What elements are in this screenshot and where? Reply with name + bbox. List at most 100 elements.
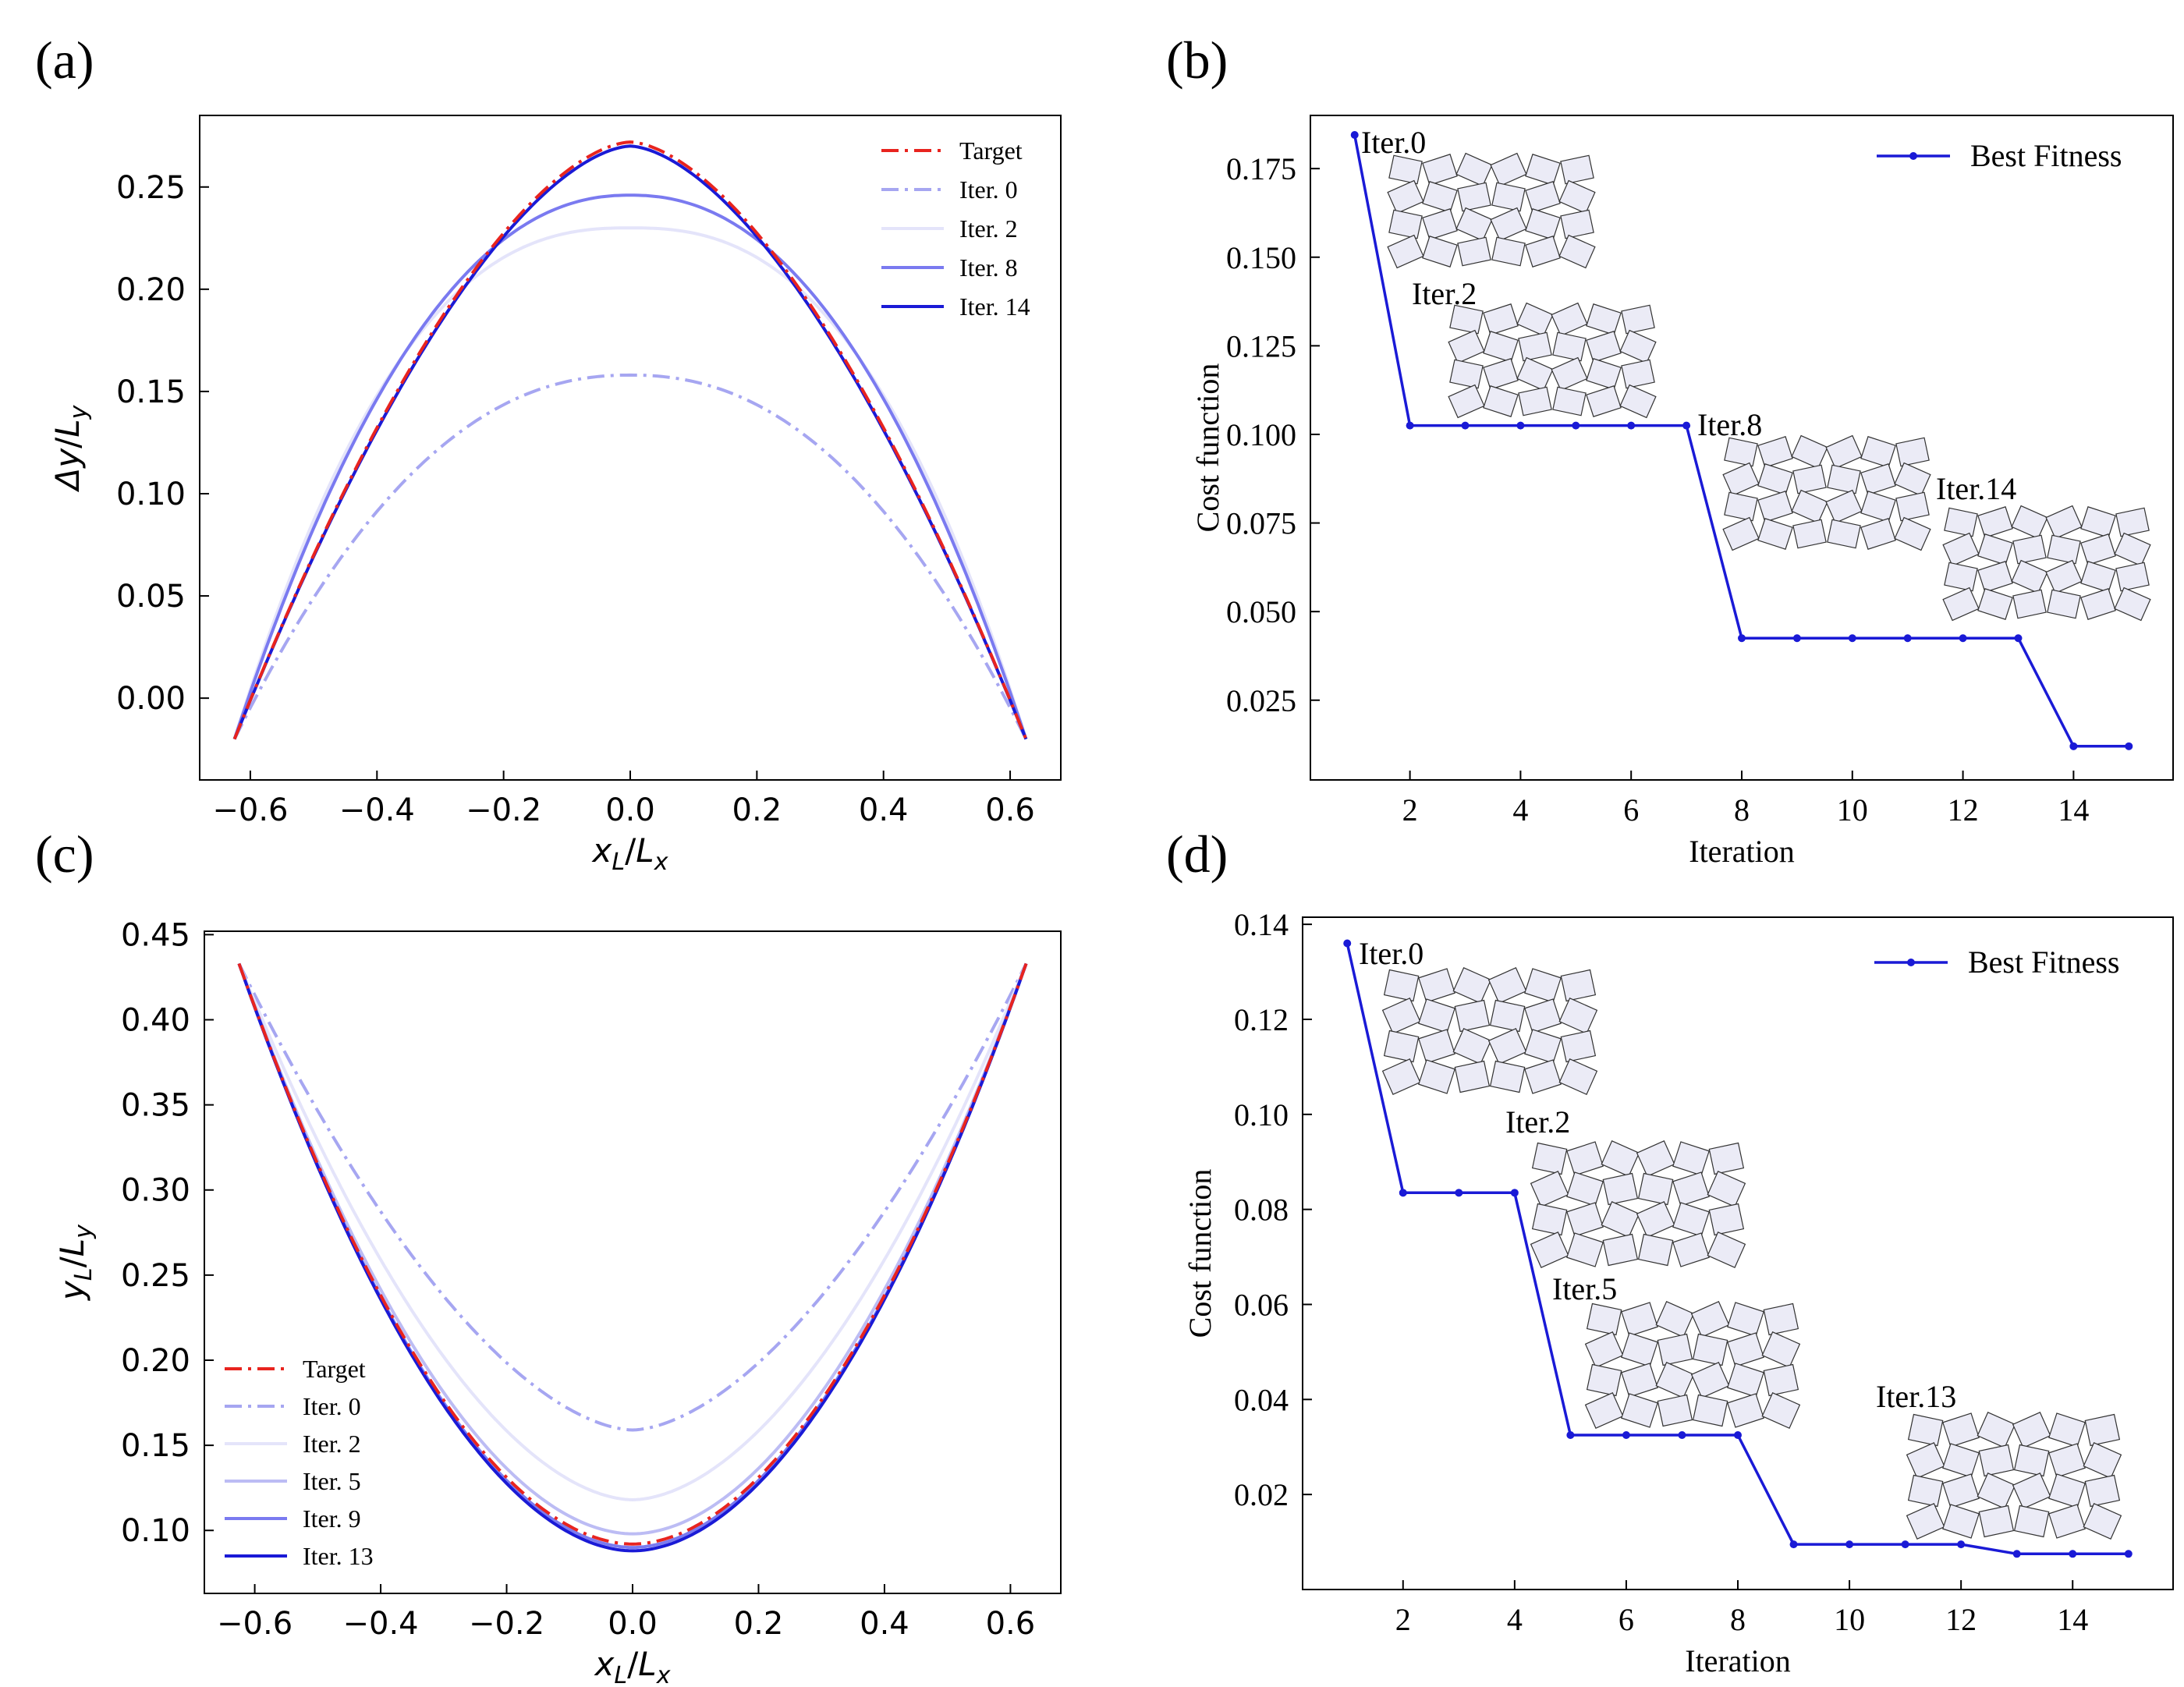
x-tick-label-d: 2 xyxy=(1395,1602,1411,1637)
y-axis-label-b: Cost function xyxy=(1190,363,1225,533)
tile xyxy=(1906,1502,1945,1540)
tile xyxy=(1558,234,1596,269)
plot-area-a xyxy=(232,140,1028,740)
tile xyxy=(1602,1233,1639,1267)
tile xyxy=(1491,182,1526,212)
x-tick-label-a: 0.4 xyxy=(859,792,909,828)
y-tick-label-c: 0.15 xyxy=(121,1428,190,1464)
tile xyxy=(1757,518,1793,550)
series-line-target xyxy=(237,962,1028,1546)
tile xyxy=(1516,302,1554,337)
tile xyxy=(1418,968,1455,1003)
tile xyxy=(1692,1333,1728,1366)
y-tick-label-d: 0.06 xyxy=(1234,1287,1289,1322)
annotation-label: Iter.8 xyxy=(1697,407,1762,442)
chart-a: −0.6 −0.4 −0.2 0.0 0.2 0.4 0.6 0.00 0.05 0.10 0.15… xyxy=(48,115,1062,876)
y-tick-label-a: 0.00 xyxy=(116,681,186,717)
legend-label: Iter. 2 xyxy=(303,1430,361,1458)
tile xyxy=(1977,533,2013,565)
tile xyxy=(1978,1504,2015,1538)
tile xyxy=(1942,1473,1980,1508)
tile xyxy=(1977,506,2013,538)
tile xyxy=(1619,329,1657,364)
tile xyxy=(1690,1300,1730,1338)
tile xyxy=(1601,1200,1640,1239)
tile xyxy=(1489,1060,1526,1093)
series-line-target xyxy=(232,140,1028,740)
tile xyxy=(1566,1232,1604,1267)
tile xyxy=(1525,154,1561,186)
tile xyxy=(1977,1411,2016,1449)
tile xyxy=(1422,154,1458,186)
tile xyxy=(1657,1394,1693,1427)
tile xyxy=(1418,998,1455,1033)
data-point xyxy=(1516,421,1525,430)
tile xyxy=(1449,304,1484,335)
tile xyxy=(1761,1391,1801,1430)
legend-label: Iter. 8 xyxy=(959,253,1018,282)
x-tick-label-c: −0.6 xyxy=(217,1606,292,1642)
tile xyxy=(1586,1302,1622,1336)
data-point xyxy=(1734,1431,1742,1440)
tile xyxy=(2048,1443,2086,1478)
tile xyxy=(1672,1171,1710,1207)
tile xyxy=(1763,1363,1799,1397)
tile xyxy=(1942,1443,1980,1478)
legend-marker xyxy=(1909,152,1917,160)
x-axis-label-c: xL​/Lx​ xyxy=(594,1645,671,1687)
y-tick-label-a: 0.10 xyxy=(116,477,186,512)
data-point xyxy=(1792,634,1801,643)
legend-label: Target xyxy=(959,136,1023,165)
tile xyxy=(1827,464,1861,494)
tiling-thumbnail xyxy=(1530,1139,1746,1269)
tile xyxy=(1621,304,1655,335)
y-tick-label-c: 0.45 xyxy=(121,917,190,953)
tile xyxy=(1672,1202,1710,1237)
tile xyxy=(1452,1027,1492,1065)
tile xyxy=(1455,207,1493,242)
tile xyxy=(2013,1444,2050,1477)
tile xyxy=(2045,505,2083,540)
tile xyxy=(1942,1412,1980,1448)
legend-label: Iter. 13 xyxy=(303,1542,374,1570)
tile xyxy=(1825,489,1863,524)
legend-label: Iter. 0 xyxy=(959,175,1018,204)
tile xyxy=(1387,179,1424,214)
tile xyxy=(1601,1139,1640,1178)
data-point xyxy=(2125,742,2133,750)
tile xyxy=(1551,356,1588,392)
tile xyxy=(2011,505,2048,540)
tile xyxy=(1637,1233,1674,1267)
annotation-label: Iter.2 xyxy=(1505,1104,1570,1139)
tile xyxy=(1944,562,1978,592)
tile xyxy=(1942,1504,1980,1539)
panel-label-a: (a) xyxy=(35,30,94,90)
tiling-thumbnail xyxy=(1381,966,1598,1096)
x-axis-label-b: Iteration xyxy=(1689,834,1795,869)
data-point xyxy=(1627,421,1636,430)
tile xyxy=(1448,384,1485,419)
data-point xyxy=(1350,130,1359,139)
tile xyxy=(1757,463,1793,495)
x-tick-label-a: −0.4 xyxy=(339,792,415,828)
x-tick-label-b: 4 xyxy=(1512,792,1528,828)
tile xyxy=(1381,997,1421,1035)
chart-b: 2 4 6 8 10 12 14 0.025 0.050 0.075 0.100 0.125 0.150… xyxy=(1190,115,2174,869)
tile xyxy=(1455,152,1493,187)
legend-label: Iter. 14 xyxy=(959,292,1030,321)
tile xyxy=(1708,1142,1745,1175)
tile xyxy=(1457,236,1491,267)
tile xyxy=(2048,1412,2086,1448)
tile xyxy=(1942,532,1980,567)
tile xyxy=(2045,559,2083,594)
tile xyxy=(1518,331,1552,362)
data-point xyxy=(1682,421,1691,430)
tile xyxy=(1586,331,1622,363)
x-axis-label-a: xL​/Lx​ xyxy=(591,831,668,876)
tile xyxy=(1894,516,1931,551)
x-tick-label-b: 14 xyxy=(2058,792,2089,828)
tile xyxy=(1383,1030,1420,1063)
tile xyxy=(1584,1391,1624,1430)
tile xyxy=(1566,1202,1604,1237)
data-point xyxy=(2069,1550,2077,1558)
